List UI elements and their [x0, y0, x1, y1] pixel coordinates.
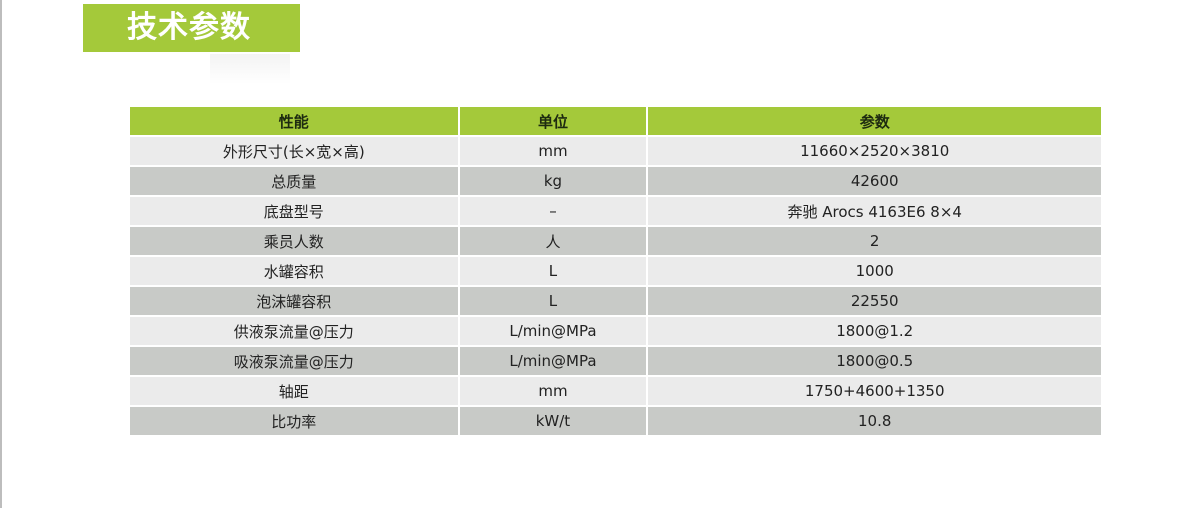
cell-performance: 吸液泵流量@压力 [130, 347, 458, 375]
cell-performance: 底盘型号 [130, 197, 458, 225]
cell-unit: – [459, 197, 647, 225]
table-row: 泡沫罐容积 L 22550 [130, 287, 1101, 315]
cell-value: 1800@1.2 [648, 317, 1101, 345]
cell-performance: 泡沫罐容积 [130, 287, 458, 315]
cell-performance: 水罐容积 [130, 257, 458, 285]
spec-table: 性能 单位 参数 外形尺寸(长×宽×高) mm 11660×2520×3810 总质量… [128, 105, 1103, 437]
cell-value: 1000 [648, 257, 1101, 285]
table-row: 底盘型号 – 奔驰 Arocs 4163E6 8×4 [130, 197, 1101, 225]
cell-value: 奔驰 Arocs 4163E6 8×4 [648, 197, 1101, 225]
cell-value: 42600 [648, 167, 1101, 195]
cell-value: 22550 [648, 287, 1101, 315]
cell-unit: L [459, 287, 647, 315]
cell-performance: 乘员人数 [130, 227, 458, 255]
cell-unit: kW/t [459, 407, 647, 435]
header-unit: 单位 [459, 107, 647, 135]
table-header: 性能 单位 参数 [130, 107, 1101, 135]
title-shadow [210, 54, 290, 84]
cell-value: 1750+4600+1350 [648, 377, 1101, 405]
table-row: 总质量 kg 42600 [130, 167, 1101, 195]
table-row: 乘员人数人 2 [130, 227, 1101, 255]
cell-performance: 外形尺寸(长×宽×高) [130, 137, 458, 165]
table-row: 轴距 mm 1750+4600+1350 [130, 377, 1101, 405]
cell-performance: 供液泵流量@压力 [130, 317, 458, 345]
table-row: 供液泵流量@压力 L/min@MPa 1800@1.2 [130, 317, 1101, 345]
table-row: 外形尺寸(长×宽×高) mm 11660×2520×3810 [130, 137, 1101, 165]
cell-unit: L/min@MPa [459, 317, 647, 345]
cell-performance: 比功率 [130, 407, 458, 435]
cell-unit: mm [459, 377, 647, 405]
cell-unit: mm [459, 137, 647, 165]
cell-unit: 人 [459, 227, 647, 255]
cell-unit: L [459, 257, 647, 285]
cell-value: 10.8 [648, 407, 1101, 435]
section-title: 技术参数 [83, 4, 300, 52]
table-row: 水罐容积 L 1000 [130, 257, 1101, 285]
cell-value: 11660×2520×3810 [648, 137, 1101, 165]
cell-value: 1800@0.5 [648, 347, 1101, 375]
page-border [0, 0, 2, 508]
cell-performance: 总质量 [130, 167, 458, 195]
table-row: 吸液泵流量@压力 L/min@MPa 1800@0.5 [130, 347, 1101, 375]
cell-unit: L/min@MPa [459, 347, 647, 375]
cell-unit: kg [459, 167, 647, 195]
table-row: 比功率 kW/t 10.8 [130, 407, 1101, 435]
cell-value: 2 [648, 227, 1101, 255]
cell-performance: 轴距 [130, 377, 458, 405]
header-value: 参数 [648, 107, 1101, 135]
header-performance: 性能 [130, 107, 458, 135]
